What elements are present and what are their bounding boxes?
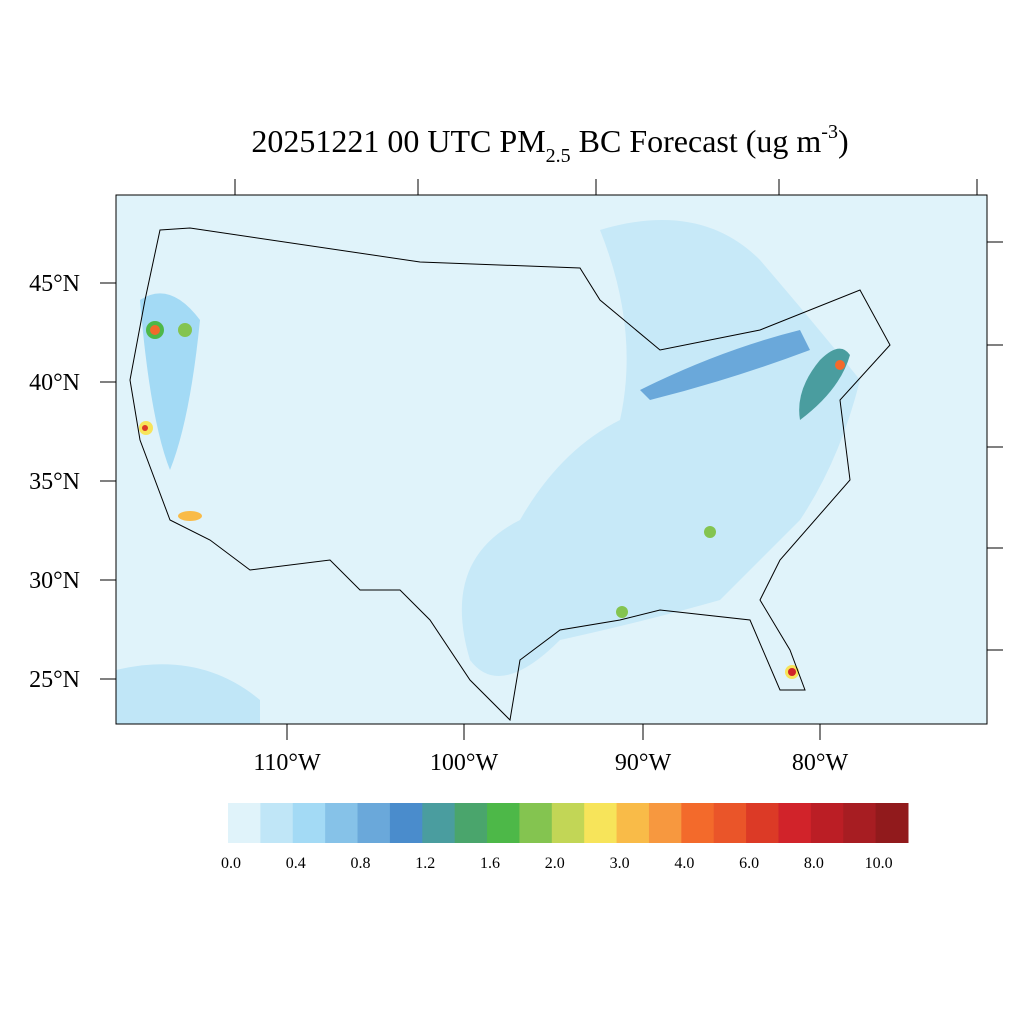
lon-label: 100°W xyxy=(430,750,499,776)
colorbar-label: 2.0 xyxy=(545,855,565,872)
hotspot xyxy=(150,325,160,335)
hotspot xyxy=(835,360,845,370)
lat-label: 35°N xyxy=(29,469,80,495)
colorbar-swatch xyxy=(551,803,585,843)
axis-ticks: 45°N 40°N 35°N 30°N 25°N 110°W 100°W 90°W 80°W xyxy=(29,179,1003,776)
title-end: ) xyxy=(838,123,849,159)
colorbar-label: 0.0 xyxy=(221,855,241,872)
hotspot xyxy=(178,511,202,521)
colorbar-swatch xyxy=(843,803,877,843)
colorbar-swatch xyxy=(648,803,682,843)
title-rest: BC Forecast (ug m xyxy=(571,123,822,159)
lat-label: 45°N xyxy=(29,271,80,297)
colorbar-label: 6.0 xyxy=(739,855,759,872)
field-region xyxy=(116,664,260,724)
colorbar-label: 3.0 xyxy=(610,855,630,872)
map-frame xyxy=(115,194,988,725)
colorbar-swatch xyxy=(487,803,520,843)
hotspot xyxy=(704,526,716,538)
colorbar-label: 10.0 xyxy=(865,855,893,872)
colorbar-label: 1.6 xyxy=(480,855,500,872)
lon-label: 90°W xyxy=(615,750,672,776)
colorbar-swatch xyxy=(260,803,294,843)
colorbar-swatch xyxy=(389,803,423,843)
colorbar-swatch xyxy=(810,803,844,843)
field-region xyxy=(461,220,860,676)
map xyxy=(115,194,988,725)
title-sup: -3 xyxy=(821,121,838,143)
title: 20251221 00 UTC PM2.5 BC Forecast (ug m-… xyxy=(251,121,848,167)
lon-label: 110°W xyxy=(253,750,321,776)
colorbar-label: 1.2 xyxy=(415,855,435,872)
colorbar-swatch xyxy=(519,803,553,843)
colorbar-swatch xyxy=(616,803,650,843)
colorbar-swatch xyxy=(325,803,359,843)
title-main: 20251221 00 UTC PM xyxy=(251,123,545,159)
colorbar-swatch xyxy=(875,803,909,843)
coastline xyxy=(129,227,891,722)
colorbar-swatch xyxy=(454,803,488,843)
colorbar-label: 8.0 xyxy=(804,855,824,872)
lon-label: 80°W xyxy=(792,750,849,776)
title-sub: 2.5 xyxy=(546,145,571,167)
colorbar-swatch xyxy=(746,803,779,843)
lat-label: 25°N xyxy=(29,667,80,693)
colorbar-label: 4.0 xyxy=(674,855,694,872)
hotspot xyxy=(616,606,628,618)
colorbar-label: 0.8 xyxy=(351,855,371,872)
colorbar-swatch xyxy=(584,803,618,843)
colorbar-label: 0.4 xyxy=(286,855,306,872)
colorbar-swatch xyxy=(228,803,261,843)
colorbar-swatch xyxy=(713,803,747,843)
colorbar-swatch xyxy=(422,803,456,843)
colorbar-swatch xyxy=(681,803,715,843)
colorbar-swatch xyxy=(778,803,812,843)
colorbar-swatch xyxy=(357,803,391,843)
colorbar-swatch xyxy=(292,803,326,843)
lat-label: 30°N xyxy=(29,568,80,594)
field-region xyxy=(640,330,810,400)
colorbar: 0.0 0.4 0.8 1.2 1.6 2.0 3.0 4.0 6.0 8.0 10.0 xyxy=(221,803,909,872)
hotspot xyxy=(178,323,192,337)
hotspot xyxy=(142,425,148,431)
lat-label: 40°N xyxy=(29,370,80,396)
hotspot xyxy=(788,668,796,676)
